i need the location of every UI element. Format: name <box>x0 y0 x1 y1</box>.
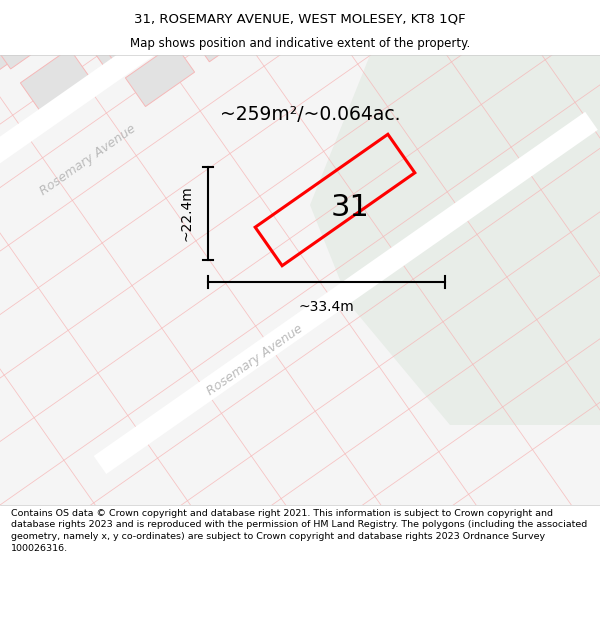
Text: Map shows position and indicative extent of the property.: Map shows position and indicative extent… <box>130 38 470 51</box>
Text: ~33.4m: ~33.4m <box>299 300 355 314</box>
Polygon shape <box>189 0 259 62</box>
Text: 31: 31 <box>331 194 370 222</box>
Text: Rosemary Avenue: Rosemary Avenue <box>38 122 139 198</box>
Text: 31, ROSEMARY AVENUE, WEST MOLESEY, KT8 1QF: 31, ROSEMARY AVENUE, WEST MOLESEY, KT8 1… <box>134 12 466 25</box>
Polygon shape <box>95 1 165 64</box>
Polygon shape <box>310 55 600 425</box>
Polygon shape <box>0 0 448 194</box>
Polygon shape <box>84 4 154 67</box>
Text: Rosemary Avenue: Rosemary Avenue <box>205 322 305 398</box>
Polygon shape <box>0 14 38 77</box>
Polygon shape <box>20 49 89 111</box>
Text: ~22.4m: ~22.4m <box>179 186 193 241</box>
Polygon shape <box>94 112 598 474</box>
Polygon shape <box>0 6 60 69</box>
Polygon shape <box>125 44 194 106</box>
Text: Contains OS data © Crown copyright and database right 2021. This information is : Contains OS data © Crown copyright and d… <box>11 509 587 553</box>
Text: ~259m²/~0.064ac.: ~259m²/~0.064ac. <box>220 106 400 124</box>
